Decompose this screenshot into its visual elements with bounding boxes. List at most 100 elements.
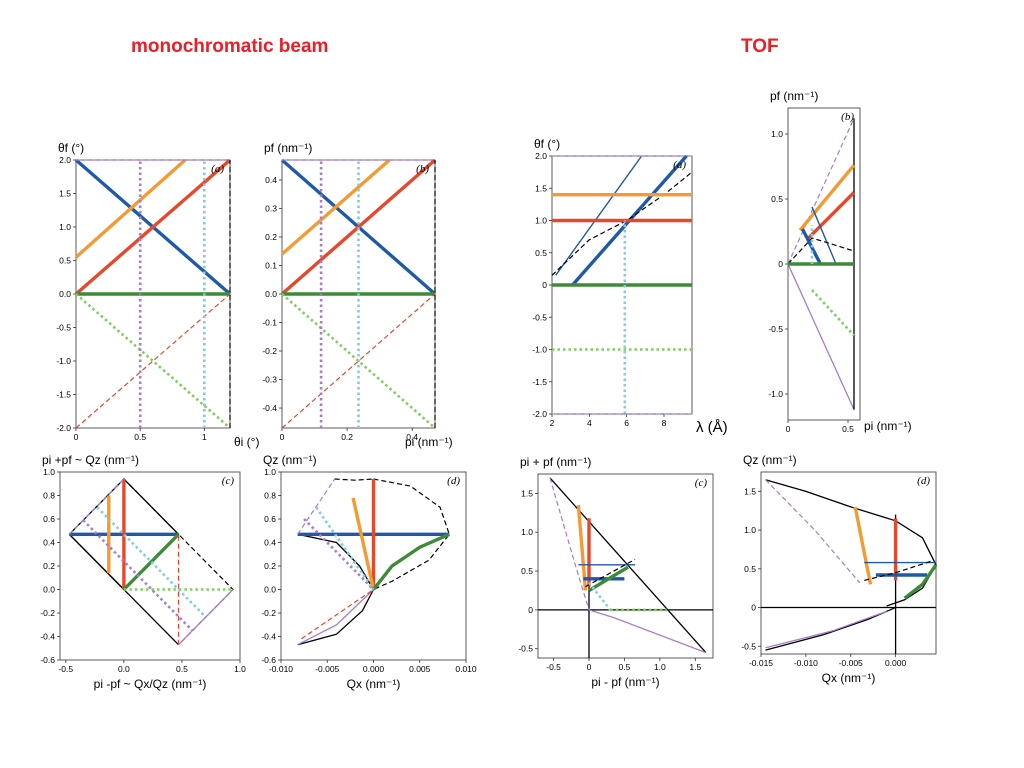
x-tick-label: 8 xyxy=(662,418,667,428)
series-line-purple-solid xyxy=(178,589,234,646)
x-tick-label: -0.010 xyxy=(269,664,293,674)
series-line-purple-dashed xyxy=(68,478,125,535)
chart-tof-a: -2.0 -1.5 -1.0 -0.5 0 0.5 1.0 1.5 2.0 2 4 6 8 (a) θf (… xyxy=(532,137,727,436)
x-tick-label: 0.5 xyxy=(176,664,188,674)
x-tick-label: -0.005 xyxy=(315,664,339,674)
x-tick-label: 0.4 xyxy=(406,432,418,442)
panel-label: (a) xyxy=(673,159,686,171)
series-line-black-solid xyxy=(765,479,937,607)
x-tick-label: 2 xyxy=(550,418,555,428)
y-tick-label: 1.0 xyxy=(59,222,71,232)
y-tick-label: 1.0 xyxy=(43,467,55,477)
y-tick-label: 0.5 xyxy=(535,248,547,258)
x-tick-label: 0.5 xyxy=(619,662,631,672)
y-axis-label: Qz (nm⁻¹) xyxy=(743,453,797,467)
y-tick-label: 0.4 xyxy=(43,538,55,548)
y-tick-label: 0.4 xyxy=(264,538,276,548)
y-tick-label: 0 xyxy=(542,280,547,290)
y-tick-label: -0.3 xyxy=(262,375,277,385)
panel-label: (d) xyxy=(447,475,460,487)
y-tick-label: -2.0 xyxy=(56,423,71,433)
y-tick-label: 1.0 xyxy=(771,129,783,139)
y-tick-label: -0.1 xyxy=(262,318,277,328)
panel-label: (b) xyxy=(416,163,429,175)
y-tick-label: 0 xyxy=(751,603,756,613)
series-line-purple-dashed xyxy=(765,479,861,584)
series-line-black-dashed xyxy=(787,237,855,265)
series-line-orange-thick xyxy=(576,504,588,591)
chart-tof-c: -0.5 0 0.5 1.0 1.5 -0.5 0 0.5 1.0 1.5 (c) pi + pf (… xyxy=(518,455,714,689)
series-line-orange-thick xyxy=(853,506,873,585)
chart-tof-b: -1.0 -0.5 0 0.5 1.0 0 0.5 (b) pf (nm⁻¹) pi (nm⁻¹) xyxy=(768,89,911,434)
series-line-black-dashed xyxy=(373,478,450,591)
series-line-orange-thick xyxy=(280,158,391,256)
series-line-green-thick xyxy=(903,563,938,600)
series-line-orange-thick xyxy=(351,497,376,590)
y-axis-label: Qz (nm⁻¹) xyxy=(263,453,317,467)
x-tick-label: 0 xyxy=(280,432,285,442)
y-tick-label: 0.6 xyxy=(43,514,55,524)
x-axis-label: pi (nm⁻¹) xyxy=(405,435,453,449)
y-tick-label: 0.1 xyxy=(265,260,277,270)
series-line-black-dashed xyxy=(334,478,374,481)
chart-mono-b: -0.4 -0.3 -0.2 -0.1 0.0 0.1 0.2 0.3 0.4 0 0.2 0.4 (b… xyxy=(262,141,453,449)
series-line-purple-solid xyxy=(297,589,374,646)
y-tick-label: -0.6 xyxy=(40,655,55,665)
plot-frame xyxy=(537,473,714,659)
x-tick-label: -0.5 xyxy=(546,662,561,672)
series-line-green-thick xyxy=(372,532,450,591)
x-tick-label: 0 xyxy=(786,424,791,434)
series-line-purple-solid xyxy=(765,610,887,649)
y-tick-label: 1.0 xyxy=(744,525,756,535)
series-line-purple-solid xyxy=(588,609,707,654)
y-axis-label: θf (°) xyxy=(58,141,84,155)
y-tick-label: -1.0 xyxy=(532,345,547,355)
series-line-lightgreen-dotted xyxy=(75,293,231,429)
series-line-lightgreen-dotted xyxy=(281,293,436,429)
x-axis-label: θi (°) xyxy=(234,435,259,449)
series-line-red-thick xyxy=(805,191,856,241)
series-line-purple-dashed xyxy=(549,477,590,611)
y-tick-label: -0.4 xyxy=(261,632,276,642)
y-tick-label: 0 xyxy=(528,605,533,615)
series-line-green-thick xyxy=(122,533,180,591)
y-tick-label: 0.8 xyxy=(43,491,55,501)
x-tick-label: 0.000 xyxy=(885,658,907,668)
y-tick-label: 0.8 xyxy=(264,491,276,501)
y-tick-label: -1.0 xyxy=(768,389,783,399)
y-tick-label: 0.6 xyxy=(264,514,276,524)
series-line-lightgreen-dotted xyxy=(811,289,855,337)
x-tick-label: 0.010 xyxy=(455,664,477,674)
series-line-blue-thin xyxy=(811,206,837,265)
x-tick-label: -0.005 xyxy=(839,658,863,668)
series-line-red-dashed xyxy=(281,293,436,429)
y-tick-label: 0.5 xyxy=(521,566,533,576)
x-axis-label: λ (Å) xyxy=(696,419,728,436)
y-tick-label: 0.2 xyxy=(43,561,55,571)
x-axis-label: Qx (nm⁻¹) xyxy=(822,671,876,685)
y-tick-label: 0.3 xyxy=(265,203,277,213)
series-line-blue-thin xyxy=(555,155,643,276)
y-tick-label: 0.0 xyxy=(265,289,277,299)
series-line-black-dashed xyxy=(864,560,932,581)
y-tick-label: -1.5 xyxy=(532,377,547,387)
x-tick-label: 1.0 xyxy=(654,662,666,672)
y-tick-label: 0.4 xyxy=(265,175,277,185)
y-tick-label: 0.0 xyxy=(59,289,71,299)
chart-mono-c: -0.6 -0.4 -0.2 0.0 0.2 0.4 0.6 0.8 1.0 -0.5 0.0 0.5… xyxy=(40,453,246,691)
y-tick-label: 1.0 xyxy=(264,467,276,477)
panel-label: (a) xyxy=(211,163,224,175)
x-tick-label: 1.0 xyxy=(234,664,246,674)
series-line-black-solid xyxy=(765,606,896,651)
heading-monochromatic-beam: monochromatic beam xyxy=(131,36,329,57)
x-tick-label: -0.5 xyxy=(58,664,73,674)
series-line-red-thick xyxy=(74,158,232,296)
series-line-black-dashed xyxy=(551,171,693,276)
chart-mono-a: -2.0 -1.5 -1.0 -0.5 0.0 0.5 1.0 1.5 2.0 0 0.5 1 (a) θ… xyxy=(56,141,259,449)
y-tick-label: 1.0 xyxy=(521,527,533,537)
series-line-cyan-dotted xyxy=(315,506,375,591)
series-line-purple-solid xyxy=(787,263,855,410)
y-axis-label: pf (nm⁻¹) xyxy=(770,89,818,103)
x-tick-label: 0.0 xyxy=(118,664,130,674)
x-tick-label: 0.2 xyxy=(341,432,353,442)
